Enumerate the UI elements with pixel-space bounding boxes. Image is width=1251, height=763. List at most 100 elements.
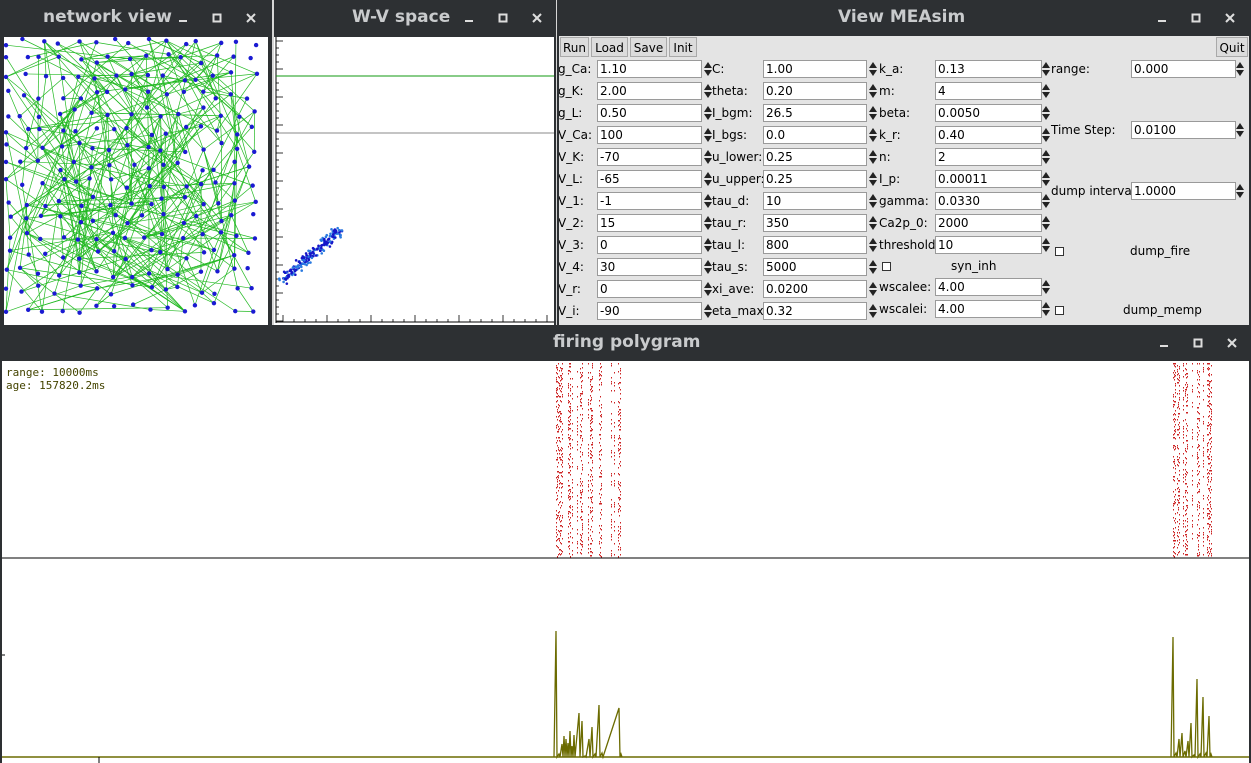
maximize-icon[interactable]: [1181, 326, 1215, 360]
minimize-icon[interactable]: [1145, 1, 1179, 35]
param-field[interactable]: 0.40: [935, 126, 1042, 144]
param-field[interactable]: 30: [597, 258, 702, 276]
param-spinner[interactable]: [704, 302, 713, 320]
param-field[interactable]: 26.5: [763, 104, 867, 122]
run-button[interactable]: Run: [560, 37, 589, 57]
param-field[interactable]: 4: [935, 82, 1042, 100]
dump-fire-checkbox[interactable]: [1055, 247, 1064, 256]
param-spinner[interactable]: [869, 170, 878, 188]
param-field[interactable]: 0.0: [763, 126, 867, 144]
wscalei-spinner[interactable]: [1042, 300, 1051, 318]
param-field[interactable]: 0.0050: [935, 104, 1042, 122]
param-spinner[interactable]: [704, 214, 713, 232]
param-spinner[interactable]: [704, 126, 713, 144]
param-spinner[interactable]: [704, 82, 713, 100]
param-field[interactable]: 1.10: [597, 60, 702, 78]
range-spinner[interactable]: [1236, 60, 1245, 78]
param-spinner[interactable]: [1042, 148, 1051, 166]
minimize-icon[interactable]: [166, 1, 200, 35]
param-spinner[interactable]: [1042, 104, 1051, 122]
param-spinner[interactable]: [704, 148, 713, 166]
wscalee-spinner[interactable]: [1042, 278, 1051, 296]
dump-memp-checkbox[interactable]: [1055, 306, 1064, 315]
network-view-titlebar[interactable]: network view: [0, 0, 272, 35]
measim-titlebar[interactable]: View MEAsim: [557, 0, 1251, 35]
wv-space-titlebar[interactable]: W-V space: [274, 0, 556, 35]
wscalei-field[interactable]: 4.00: [935, 300, 1042, 318]
maximize-icon[interactable]: [200, 1, 234, 35]
save-button[interactable]: Save: [630, 37, 667, 57]
range-field[interactable]: 0.000: [1131, 60, 1236, 78]
param-field[interactable]: -70: [597, 148, 702, 166]
close-icon[interactable]: [520, 1, 554, 35]
param-field[interactable]: 800: [763, 236, 867, 254]
param-spinner[interactable]: [1042, 236, 1051, 254]
param-spinner[interactable]: [1042, 82, 1051, 100]
param-field[interactable]: -65: [597, 170, 702, 188]
param-field[interactable]: -90: [597, 302, 702, 320]
param-field[interactable]: 15: [597, 214, 702, 232]
param-spinner[interactable]: [869, 302, 878, 320]
param-spinner[interactable]: [1042, 170, 1051, 188]
param-field[interactable]: 0: [597, 236, 702, 254]
close-icon[interactable]: [1215, 326, 1249, 360]
param-field[interactable]: 0.50: [597, 104, 702, 122]
param-spinner[interactable]: [869, 82, 878, 100]
param-field[interactable]: 1.00: [763, 60, 867, 78]
param-spinner[interactable]: [869, 214, 878, 232]
close-icon[interactable]: [234, 1, 268, 35]
close-icon[interactable]: [1213, 1, 1247, 35]
param-field[interactable]: 2000: [935, 214, 1042, 232]
wv-canvas[interactable]: [274, 37, 554, 325]
maximize-icon[interactable]: [486, 1, 520, 35]
param-field[interactable]: 350: [763, 214, 867, 232]
param-field[interactable]: 100: [597, 126, 702, 144]
param-field[interactable]: 0.25: [763, 148, 867, 166]
param-field[interactable]: 10: [935, 236, 1042, 254]
param-field[interactable]: 10: [763, 192, 867, 210]
param-spinner[interactable]: [1042, 126, 1051, 144]
param-field[interactable]: 5000: [763, 258, 867, 276]
param-spinner[interactable]: [704, 192, 713, 210]
param-field[interactable]: 0: [597, 280, 702, 298]
param-spinner[interactable]: [704, 170, 713, 188]
firing-polygram-titlebar[interactable]: firing polygram: [0, 325, 1251, 360]
param-field[interactable]: 0.25: [763, 170, 867, 188]
polygram-canvas[interactable]: range: 10000ms age: 157820.2ms: [2, 361, 1249, 763]
param-spinner[interactable]: [704, 258, 713, 276]
param-spinner[interactable]: [869, 192, 878, 210]
syn-inh-checkbox[interactable]: [882, 262, 891, 271]
load-button[interactable]: Load: [591, 37, 628, 57]
wscalee-field[interactable]: 4.00: [935, 278, 1042, 296]
param-spinner[interactable]: [704, 104, 713, 122]
time-step-field[interactable]: 0.0100: [1131, 121, 1236, 139]
param-field[interactable]: 0.00011: [935, 170, 1042, 188]
time-step-spinner[interactable]: [1236, 121, 1245, 139]
minimize-icon[interactable]: [1147, 326, 1181, 360]
param-field[interactable]: -1: [597, 192, 702, 210]
param-field[interactable]: 0.20: [763, 82, 867, 100]
maximize-icon[interactable]: [1179, 1, 1213, 35]
param-spinner[interactable]: [1042, 214, 1051, 232]
param-spinner[interactable]: [869, 280, 878, 298]
param-field[interactable]: 0.32: [763, 302, 867, 320]
param-spinner[interactable]: [704, 280, 713, 298]
param-spinner[interactable]: [1042, 60, 1051, 78]
param-field[interactable]: 0.13: [935, 60, 1042, 78]
param-field[interactable]: 2: [935, 148, 1042, 166]
param-field[interactable]: 2.00: [597, 82, 702, 100]
param-spinner[interactable]: [1042, 192, 1051, 210]
dump-interval-field[interactable]: 1.0000: [1131, 182, 1236, 200]
param-spinner[interactable]: [869, 148, 878, 166]
init-button[interactable]: Init: [669, 37, 697, 57]
param-spinner[interactable]: [704, 60, 713, 78]
param-spinner[interactable]: [869, 104, 878, 122]
quit-button[interactable]: Quit: [1216, 37, 1248, 57]
param-field[interactable]: 0.0200: [763, 280, 867, 298]
minimize-icon[interactable]: [452, 1, 486, 35]
param-spinner[interactable]: [869, 60, 878, 78]
param-spinner[interactable]: [869, 236, 878, 254]
param-spinner[interactable]: [869, 258, 878, 276]
param-spinner[interactable]: [869, 126, 878, 144]
param-field[interactable]: 0.0330: [935, 192, 1042, 210]
